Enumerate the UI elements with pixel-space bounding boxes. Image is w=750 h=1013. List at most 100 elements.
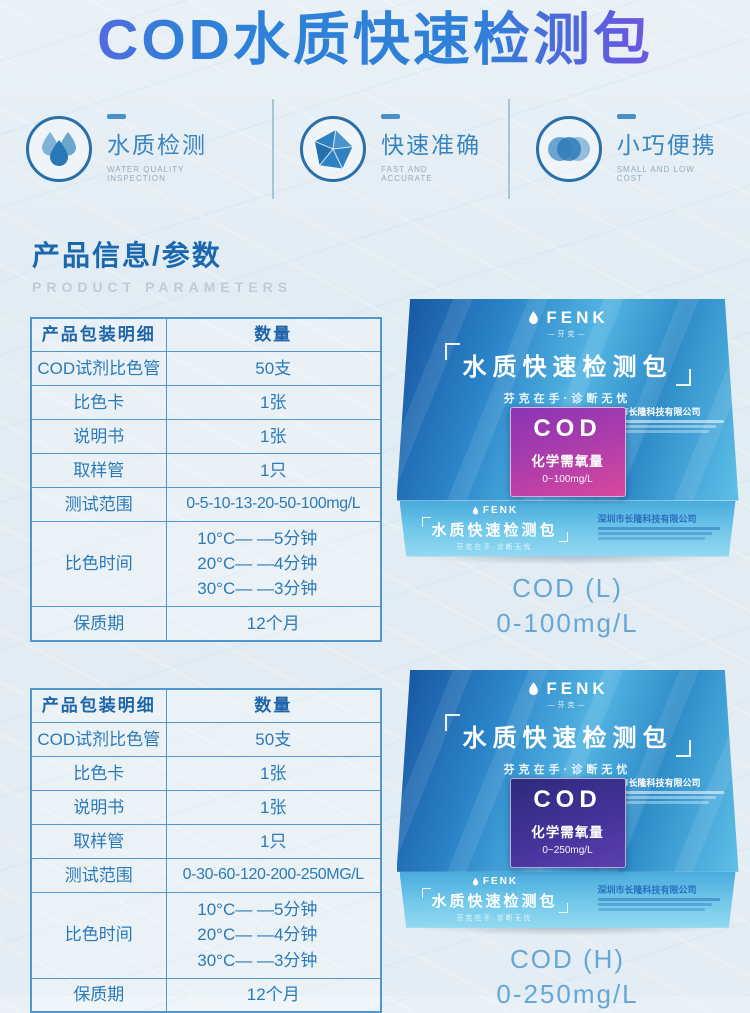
feature-label: 快速准确 <box>381 132 482 159</box>
fine-print-line <box>597 908 705 911</box>
product-caption: COD (L) 0-100mg/L <box>496 573 638 639</box>
label-parameter: COD <box>533 785 602 813</box>
section-title: 产品信息/参数 <box>32 239 222 271</box>
fine-print-line <box>597 903 713 906</box>
feature-text: 快速准确 FAST AND ACCURATE <box>381 114 482 183</box>
product-range: 0-250mg/L <box>496 978 639 1009</box>
cod-parameter-label: COD 化学需氧量 0~100mg/L <box>509 406 626 497</box>
company-block: 深圳市长隆科技有限公司 <box>597 883 720 928</box>
label-range: 0~250mg/L <box>542 844 593 856</box>
spec-name: 比色卡 <box>30 385 167 421</box>
water-drops-icon <box>26 115 92 182</box>
feature-row: 水质检测 WATER QUALITY INSPECTION 快速准确 FAST … <box>0 90 750 208</box>
feature-label: 水质检测 <box>107 132 207 159</box>
table-header-row: 产品包装明细 数量 <box>30 317 382 353</box>
label-range: 0~100mg/L <box>542 473 593 485</box>
front-brand-block: FENK 水质快速检测包 芬克在手·诊断无忧 <box>421 505 568 557</box>
page-title: COD水质快速检测包 <box>0 0 750 74</box>
spec-value: 1张 <box>165 385 382 421</box>
box-front-face: FENK 水质快速检测包 芬克在手·诊断无忧 深圳市长隆科技有限公司 <box>399 500 736 557</box>
box-title-small: 水质快速检测包 <box>421 516 568 542</box>
feature-caption: WATER QUALITY INSPECTION <box>107 165 185 184</box>
vertical-divider <box>272 98 275 199</box>
table-row: 比色时间 10°C— —5分钟 20°C— —4分钟 30°C— —3分钟 <box>30 892 382 979</box>
fine-print-line <box>601 791 724 794</box>
brand-name: FENK <box>546 307 609 327</box>
table-row: 比色卡 1张 <box>30 756 382 792</box>
header-cell: 数量 <box>165 317 382 353</box>
spec-name: COD试剂比色管 <box>30 722 167 758</box>
vertical-divider <box>507 98 510 199</box>
company-block: 深圳市长隆科技有限公司 <box>601 776 724 804</box>
brand-name-cn: —芬克— <box>547 701 588 709</box>
table-row: 取样管 1只 <box>30 453 382 489</box>
spec-name: 比色时间 <box>30 892 167 979</box>
fine-print-line <box>597 532 713 535</box>
time-line: 10°C— —5分钟 <box>197 900 318 920</box>
box-subtitle: 芬克在手·诊断无忧 <box>503 763 632 776</box>
product-section-low: 产品包装明细 数量 COD试剂比色管 50支 比色卡 1张 说明书 1张 取样管… <box>0 298 750 642</box>
box-subtitle: 芬克在手·诊断无忧 <box>503 392 632 405</box>
brand-name-cn: —芬克— <box>547 330 588 338</box>
company-name: 深圳市长隆科技有限公司 <box>601 406 701 417</box>
spec-name: 说明书 <box>30 419 167 455</box>
fine-print-line <box>597 527 720 530</box>
table-row: 比色卡 1张 <box>30 385 382 421</box>
brand-logo: FENK <box>397 299 739 328</box>
fine-print-line <box>601 420 724 423</box>
dash-decoration <box>381 114 401 120</box>
spec-name: 比色卡 <box>30 756 167 792</box>
brand-name: FENK <box>546 678 609 698</box>
box-subtitle-small: 芬克在手·诊断无忧 <box>456 914 533 922</box>
spec-table: 产品包装明细 数量 COD试剂比色管 50支 比色卡 1张 说明书 1张 取样管… <box>30 687 382 1013</box>
company-name: 深圳市长隆科技有限公司 <box>597 884 697 895</box>
product-visual-column: FENK —芬克— 水质快速检测包 芬克在手·诊断无忧 深圳市长隆科技有限公司 … <box>390 298 745 642</box>
product-visual-column: FENK —芬克— 水质快速检测包 芬克在手·诊断无忧 深圳市长隆科技有限公司 … <box>390 669 745 1013</box>
table-row: 说明书 1张 <box>30 419 382 455</box>
box-subtitle-small: 芬克在手·诊断无忧 <box>456 543 533 551</box>
box-title-small: 水质快速检测包 <box>421 887 568 913</box>
brand-logo: FENK <box>397 670 739 699</box>
time-line: 10°C— —5分钟 <box>197 529 318 549</box>
label-chinese: 化学需氧量 <box>531 824 604 840</box>
fine-print-line <box>597 537 705 540</box>
spec-value: 12个月 <box>165 977 382 1013</box>
section-subtitle: PRODUCT PARAMETERS <box>32 278 293 295</box>
spec-value: 0-30-60-120-200-250MG/L <box>165 858 382 894</box>
feature-caption: SMALL AND LOW COST <box>616 165 695 184</box>
table-row: 取样管 1只 <box>30 824 382 860</box>
spec-value: 50支 <box>165 351 382 387</box>
spec-name: 保质期 <box>30 606 167 642</box>
spec-value: 50支 <box>165 722 382 758</box>
spec-value: 10°C— —5分钟 20°C— —4分钟 30°C— —3分钟 <box>165 521 382 608</box>
pentagon-icon <box>300 115 367 182</box>
time-line: 30°C— —3分钟 <box>197 950 318 970</box>
spec-value: 1张 <box>165 790 382 826</box>
cod-parameter-label: COD 化学需氧量 0~250mg/L <box>509 777 626 868</box>
front-brand-block: FENK 水质快速检测包 芬克在手·诊断无忧 <box>421 876 568 928</box>
feature-fast-accurate: 快速准确 FAST AND ACCURATE <box>274 114 508 183</box>
spec-value: 1张 <box>165 756 382 792</box>
overlap-circles-icon <box>535 115 602 182</box>
box-title: 水质快速检测包 <box>444 713 691 757</box>
label-parameter: COD <box>533 414 602 442</box>
fenk-drop-icon <box>529 311 539 325</box>
product-section-high: 产品包装明细 数量 COD试剂比色管 50支 比色卡 1张 说明书 1张 取样管… <box>0 669 750 1013</box>
table-row: 测试范围 0-30-60-120-200-250MG/L <box>30 858 382 894</box>
fenk-drop-icon <box>472 506 479 514</box>
table-row: COD试剂比色管 50支 <box>30 722 382 758</box>
spec-value: 12个月 <box>165 606 382 642</box>
table-row: 测试范围 0-5-10-13-20-50-100mg/L <box>30 487 382 523</box>
brand-logo: FENK <box>422 876 568 887</box>
table-header-row: 产品包装明细 数量 <box>30 688 382 724</box>
feature-portable: 小巧便携 SMALL AND LOW COST <box>510 114 750 183</box>
fenk-drop-icon <box>472 877 479 886</box>
product-model: COD (L) <box>512 572 623 603</box>
fine-print-line <box>597 898 720 901</box>
product-caption: COD (H) 0-250mg/L <box>496 944 638 1010</box>
fine-print-line <box>601 430 709 433</box>
table-row: 说明书 1张 <box>30 790 382 826</box>
fine-print-line <box>601 796 717 799</box>
header-cell: 产品包装明细 <box>30 317 167 353</box>
feature-text: 水质检测 WATER QUALITY INSPECTION <box>107 114 246 183</box>
